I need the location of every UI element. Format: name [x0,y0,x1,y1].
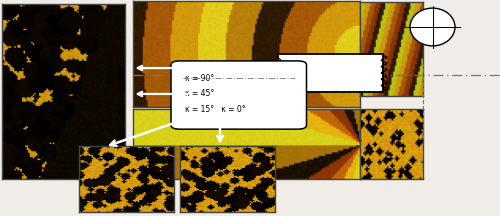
Text: κ = 90°: κ = 90° [184,74,214,83]
Text: κ = 45°: κ = 45° [184,89,214,98]
Text: κ = 15°   κ = 0°: κ = 15° κ = 0° [184,105,246,114]
Bar [278,54,382,92]
FancyBboxPatch shape [171,61,306,129]
Ellipse shape [410,8,455,46]
